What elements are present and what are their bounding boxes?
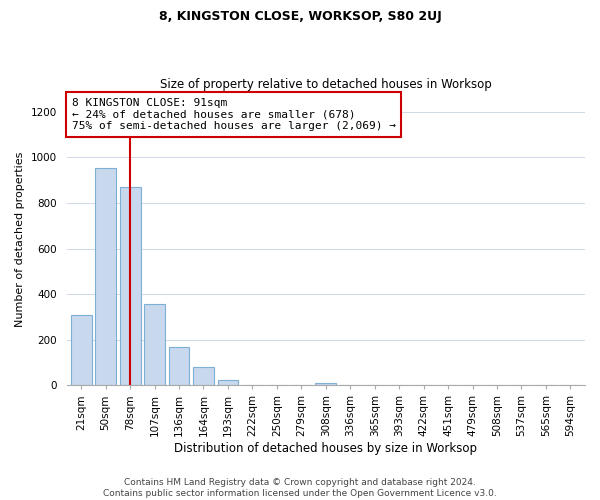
Text: 8, KINGSTON CLOSE, WORKSOP, S80 2UJ: 8, KINGSTON CLOSE, WORKSOP, S80 2UJ [158,10,442,23]
Bar [120,187,140,386]
Y-axis label: Number of detached properties: Number of detached properties [15,152,25,327]
Bar [169,346,190,386]
Bar [218,380,238,386]
X-axis label: Distribution of detached houses by size in Worksop: Distribution of detached houses by size … [174,442,477,455]
Text: Contains HM Land Registry data © Crown copyright and database right 2024.
Contai: Contains HM Land Registry data © Crown c… [103,478,497,498]
Bar [316,383,336,386]
Bar [144,304,165,386]
Bar [193,367,214,386]
Bar [95,168,116,386]
Bar [71,314,92,386]
Title: Size of property relative to detached houses in Worksop: Size of property relative to detached ho… [160,78,491,91]
Text: 8 KINGSTON CLOSE: 91sqm
← 24% of detached houses are smaller (678)
75% of semi-d: 8 KINGSTON CLOSE: 91sqm ← 24% of detache… [72,98,396,131]
